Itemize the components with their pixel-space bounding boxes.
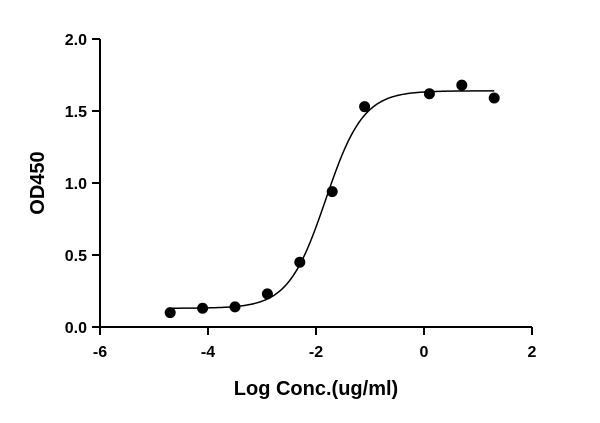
data-point: [164, 307, 176, 319]
x-tick-label: 2: [528, 344, 537, 361]
data-point: [456, 79, 468, 91]
x-tick-label: -2: [309, 344, 323, 361]
y-axis-title: OD450: [27, 151, 49, 214]
data-point: [229, 301, 241, 313]
y-tick-label: 1.0: [65, 176, 87, 193]
x-axis-title: Log Conc.(ug/ml): [234, 378, 398, 400]
data-point: [488, 92, 500, 104]
y-tick-label: 2.0: [65, 32, 87, 49]
x-ticks: -6 -4 -2 0 2: [93, 327, 537, 361]
y-tick-label: 1.5: [65, 104, 87, 121]
fit-curve: [170, 90, 495, 309]
x-tick-label: 0: [420, 344, 429, 361]
data-point: [359, 101, 371, 113]
data-point: [326, 186, 338, 198]
data-points: [164, 79, 500, 319]
data-point: [197, 302, 209, 314]
data-point: [423, 88, 435, 100]
data-point: [294, 256, 306, 268]
data-point: [261, 288, 273, 300]
x-tick-label: -4: [201, 344, 215, 361]
y-ticks: 0.0 0.5 1.0 1.5 2.0: [65, 32, 100, 337]
y-tick-label: 0.0: [65, 320, 87, 337]
x-tick-label: -6: [93, 344, 107, 361]
y-tick-label: 0.5: [65, 248, 87, 265]
